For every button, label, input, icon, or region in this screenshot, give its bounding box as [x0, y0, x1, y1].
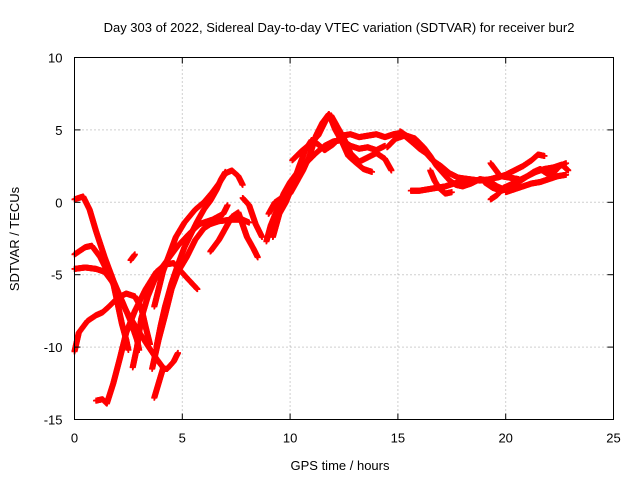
- series-arc-7: [129, 202, 231, 371]
- series-arc-4: [71, 264, 132, 353]
- data-point: [239, 181, 246, 188]
- chart-title: Day 303 of 2022, Sidereal Day-to-day VTE…: [104, 20, 575, 35]
- series-arc-14: [263, 137, 388, 245]
- data-point: [131, 251, 138, 258]
- series-arc-8: [149, 216, 253, 372]
- series-arc-6: [127, 251, 138, 264]
- data-point: [194, 286, 201, 293]
- data-point: [224, 202, 231, 209]
- series-arc-10: [153, 168, 229, 351]
- data-point: [246, 219, 253, 226]
- data-points: [71, 110, 572, 407]
- data-point: [125, 346, 132, 353]
